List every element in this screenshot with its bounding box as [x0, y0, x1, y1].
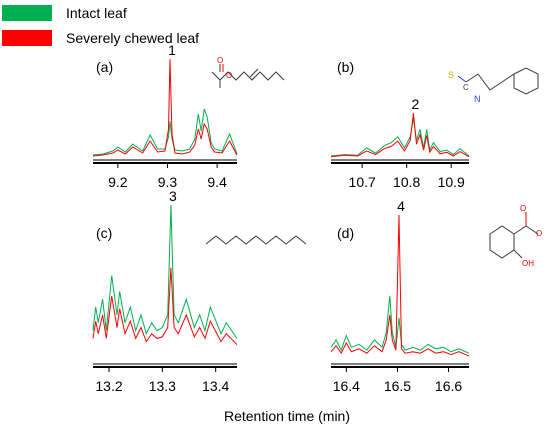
x-axis-title: Retention time (min)	[224, 408, 350, 424]
carbon-label: C	[463, 83, 469, 92]
legend-swatch-chewed	[2, 30, 52, 46]
peak-label: 3	[169, 188, 177, 204]
panel-label: (a)	[96, 59, 113, 75]
sulfur-label: S	[448, 70, 454, 80]
legend-label-chewed: Severely chewed leaf	[66, 30, 199, 46]
x-tick-label: 9.4	[207, 174, 227, 190]
structure-undecane	[205, 235, 307, 245]
panel-label: (d)	[337, 225, 354, 241]
series-line-chewed	[92, 267, 238, 346]
x-tick-label: 13.3	[149, 378, 176, 394]
series-line-intact	[330, 295, 470, 354]
structure-methyl-salicylate	[489, 212, 539, 259]
x-tick-label: 10.9	[438, 174, 465, 190]
legend: Intact leaf Severely chewed leaf	[2, 5, 199, 46]
panel-b: 10.7 10.8 10.9 (b) 2	[330, 59, 470, 190]
series-line-intact	[92, 204, 238, 339]
series-line-chewed	[330, 214, 470, 357]
peak-label: 2	[411, 96, 419, 112]
x-tick-label: 16.5	[384, 378, 411, 394]
panel-c: 13.2 13.3 13.4 (c) 3	[92, 188, 238, 394]
x-tick-label: 9.3	[158, 174, 178, 190]
oxygen-label: O	[217, 56, 223, 65]
x-tick-label: 9.2	[108, 174, 128, 190]
structure-2-phenylethyl-isothiocyanate	[457, 67, 539, 95]
peak-label: 1	[168, 42, 176, 58]
x-tick-label: 10.7	[349, 174, 376, 190]
hydroxyl-label: OH	[522, 259, 534, 268]
oxygen-label: O	[536, 229, 542, 238]
panel-d: 16.4 16.5 16.6 (d) 4	[330, 198, 470, 394]
x-tick-label: 10.8	[393, 174, 420, 190]
oxygen-label: O	[226, 71, 232, 80]
panel-label: (b)	[337, 59, 354, 75]
x-tick-label: 16.4	[333, 378, 360, 394]
oxygen-label: O	[520, 204, 526, 213]
series-line-intact	[330, 118, 470, 157]
nitrogen-label: N	[474, 94, 481, 104]
legend-label-intact: Intact leaf	[66, 5, 127, 21]
structure-cis-3-hexenyl-acetate	[211, 64, 285, 88]
peak-label: 4	[397, 198, 405, 214]
series-line-chewed	[92, 58, 238, 157]
panel-a: 9.2 9.3 9.4 (a) 1	[92, 42, 238, 190]
x-tick-label: 16.6	[435, 378, 462, 394]
legend-swatch-intact	[2, 5, 52, 21]
panel-label: (c)	[96, 225, 112, 241]
x-tick-label: 13.4	[202, 378, 229, 394]
series-line-chewed	[330, 113, 470, 158]
x-tick-label: 13.2	[95, 378, 122, 394]
